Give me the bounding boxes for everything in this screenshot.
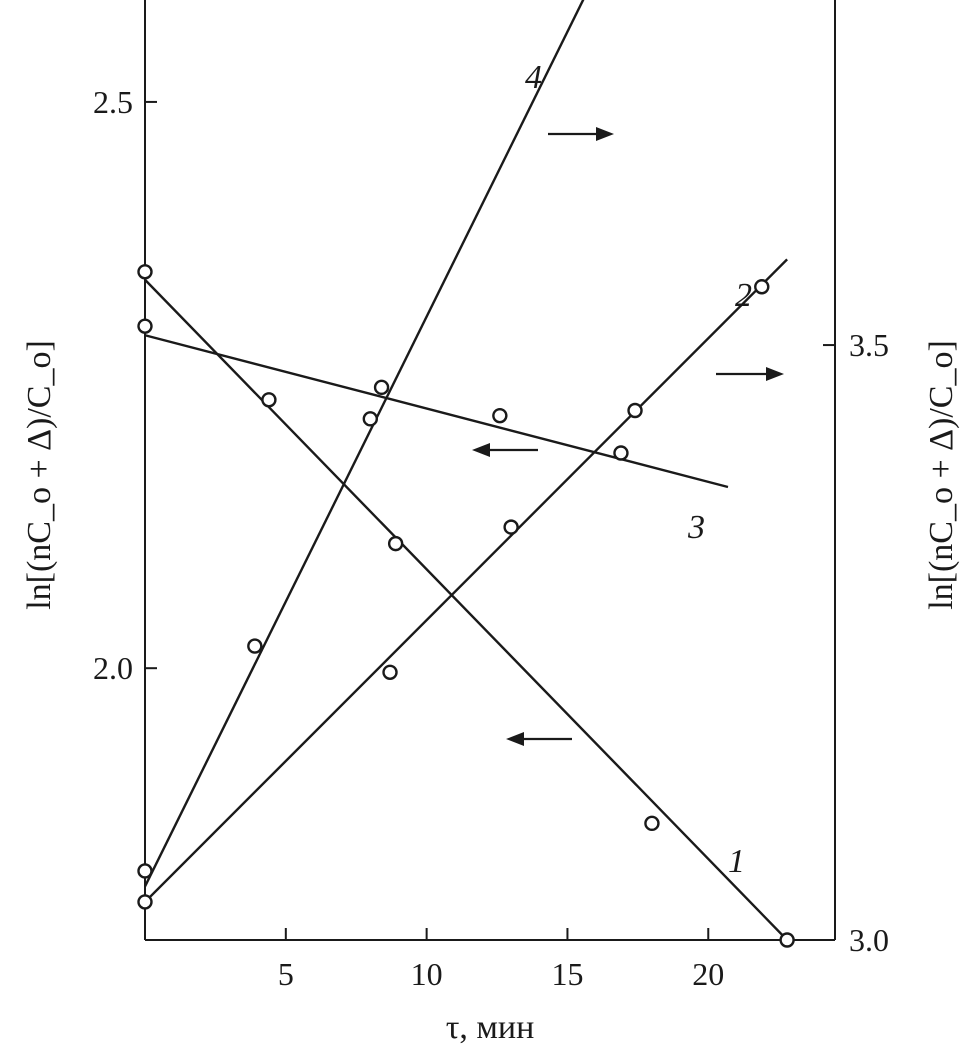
left-y-ticks: 2.0 2.5 <box>93 84 157 686</box>
data-point-series-3 <box>613 445 629 461</box>
data-point-series-1 <box>387 535 404 552</box>
left-y-axis-title: ln[(nC_o + Δ)/C_o] <box>21 340 58 610</box>
curve-label-3: 3 <box>687 509 705 546</box>
data-point-series-2 <box>754 279 770 295</box>
data-point-series-2 <box>627 402 643 419</box>
data-point-series-3 <box>137 318 153 334</box>
left-y-tick-label: 2.0 <box>93 650 133 686</box>
data-point-series-3 <box>373 379 390 396</box>
data-points <box>137 264 795 948</box>
data-point-series-4 <box>247 638 263 654</box>
x-axis-title: τ, мин <box>446 1009 535 1046</box>
data-point-series-1 <box>137 264 153 280</box>
curve-label-4: 4 <box>525 59 542 96</box>
fit-line-1 <box>144 278 788 941</box>
arrow-right-curve-4 <box>548 127 614 141</box>
data-point-series-2 <box>137 894 153 910</box>
data-point-series-4 <box>362 411 379 427</box>
x-ticks: 5 10 15 20 <box>278 928 724 992</box>
right-y-ticks: 3.0 3.5 <box>823 327 889 958</box>
x-tick-label: 5 <box>278 956 294 992</box>
arrow-left-curve-3 <box>472 443 538 457</box>
right-y-tick-label: 3.0 <box>849 922 889 958</box>
fit-line-4 <box>143 0 585 887</box>
arrow-left-curve-1 <box>506 732 572 746</box>
data-point-series-4 <box>137 863 153 879</box>
x-tick-label: 10 <box>411 956 443 992</box>
curve-label-1: 1 <box>728 843 745 880</box>
curve-label-2: 2 <box>735 277 752 314</box>
right-y-axis-title: ln[(nC_o + Δ)/C_o] <box>923 340 960 610</box>
right-y-tick-label: 3.5 <box>849 327 889 363</box>
fit-lines <box>143 0 788 941</box>
data-point-series-1 <box>779 932 795 948</box>
data-point-series-1 <box>261 392 277 408</box>
arrow-right-curve-2 <box>716 367 784 381</box>
data-point-series-1 <box>644 815 660 832</box>
fit-line-2 <box>144 258 788 903</box>
data-point-series-3 <box>492 407 508 424</box>
x-tick-label: 15 <box>551 956 583 992</box>
x-tick-label: 20 <box>692 956 724 992</box>
fit-line-3 <box>144 334 729 489</box>
data-point-series-2 <box>503 519 519 535</box>
left-y-tick-label: 2.5 <box>93 84 133 120</box>
data-point-series-2 <box>382 664 398 680</box>
